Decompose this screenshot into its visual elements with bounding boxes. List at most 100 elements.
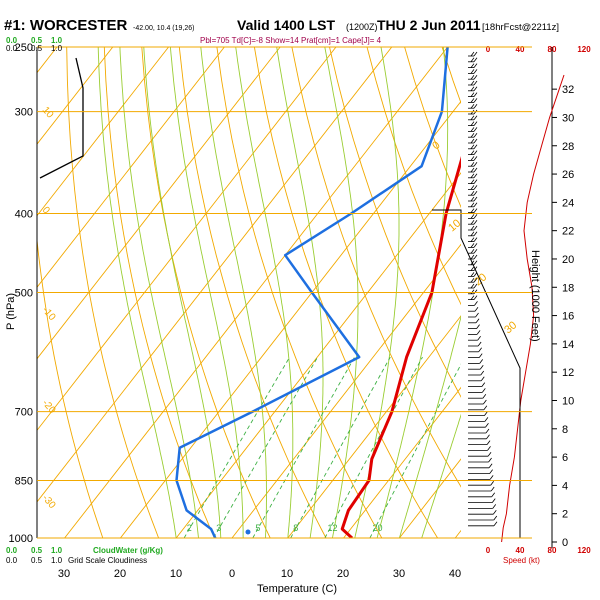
cloud-tick-top-1: 0.5	[31, 36, 43, 45]
wind-barb	[468, 115, 478, 121]
wind-barb	[468, 498, 496, 504]
dry-adiabat-line	[216, 47, 383, 538]
height-tick-label: 20	[562, 254, 574, 266]
wind-barb	[468, 335, 481, 341]
moist-adiabat-line	[235, 47, 294, 538]
height-tick-label: 26	[562, 169, 574, 181]
wind-barb	[468, 440, 491, 446]
surface-dewpoint-dot	[245, 529, 251, 535]
wind-barb	[468, 138, 478, 144]
wind-barb	[468, 272, 478, 277]
dry-adiabat-line	[103, 47, 215, 538]
wind-barb	[468, 370, 485, 376]
cloud-tick-bottom2-0: 0.0	[6, 556, 18, 565]
wind-barb	[468, 86, 478, 92]
speed-tick-top: 120	[577, 45, 591, 54]
wind-barb	[468, 277, 478, 283]
wind-barb	[468, 237, 478, 243]
x-tick-label: 0	[229, 568, 235, 580]
moist-adiabat-line	[119, 47, 199, 538]
speed-tick-bottom: 40	[516, 546, 525, 555]
cloud-tick-bottom-0: 0.0	[6, 546, 18, 555]
wind-barb	[468, 295, 478, 301]
dry-adiabat-line	[291, 47, 461, 488]
stability-indices: Pbl=705 Td[C]=-8 Show=14 Prat[cm]=1 Cape…	[200, 36, 382, 45]
isotherm-line	[37, 47, 169, 217]
wind-barb	[468, 69, 478, 74]
x-tick-label: 10	[170, 568, 182, 580]
cloud-tick-bottom2-2: 1.0	[51, 556, 63, 565]
wind-barb	[468, 457, 492, 463]
wind-barb	[468, 492, 496, 498]
height-tick-label: 14	[562, 339, 574, 351]
wind-barb	[468, 359, 484, 364]
cloud-tick-top-2: 1.0	[51, 36, 63, 45]
height-tick-label: 22	[562, 226, 574, 238]
wind-barb	[468, 480, 494, 486]
wind-barb	[468, 173, 478, 179]
mixing-ratio-line	[290, 356, 391, 538]
y-tick-label: 250	[15, 42, 33, 54]
wind-barb	[468, 417, 489, 422]
wind-barb	[468, 475, 494, 480]
wind-barb	[468, 504, 497, 509]
isotherm-line	[37, 47, 114, 145]
cloud-tick-top2-0: 0.0	[6, 44, 18, 53]
moist-adiabat-line	[324, 47, 359, 538]
height-tick-label: 30	[562, 112, 574, 124]
wind-barb	[468, 179, 478, 185]
mixing-ratio-label: 12	[327, 523, 337, 533]
cloudiness-label: Grid Scale Cloudiness	[68, 556, 147, 565]
wind-barb	[468, 301, 478, 306]
wind-barb	[468, 190, 478, 196]
speed-tick-top: 0	[486, 45, 491, 54]
height-tick-label: 4	[562, 480, 568, 492]
utc-time: (1200Z)	[346, 22, 378, 32]
isotherm-line	[343, 386, 461, 538]
moist-adiabat-line	[200, 47, 267, 538]
panel-boundary-line	[432, 209, 521, 538]
cloud-tick-bottom-1: 0.5	[31, 546, 43, 555]
cloud-tick-bottom-2: 1.0	[51, 546, 63, 555]
wind-barb	[468, 324, 480, 330]
height-tick-label: 16	[562, 311, 574, 323]
background-grid	[37, 47, 461, 538]
x-tick-label: 10	[281, 568, 293, 580]
wind-barb	[468, 364, 484, 370]
dry-adiabat-line	[253, 47, 438, 538]
moist-adiabat-line	[169, 47, 244, 538]
dry-adiabat-line	[37, 236, 104, 538]
wind-barb	[468, 405, 488, 411]
wind-barb	[468, 509, 497, 515]
y-axis-label: P (hPa)	[5, 293, 17, 330]
mixing-ratio-label: 5	[255, 523, 260, 533]
wind-barb	[468, 306, 479, 312]
wind-barb	[468, 208, 478, 214]
dry-adiabat-line	[178, 47, 327, 538]
wind-barb	[468, 353, 483, 359]
height-tick-label: 6	[562, 452, 568, 464]
mixing-ratio-line	[252, 356, 355, 538]
wind-barb	[468, 150, 478, 156]
cloud-water-label: CloudWater (g/Kg)	[93, 546, 163, 555]
height-tick-label: 8	[562, 424, 568, 436]
y-tick-label: 300	[15, 107, 33, 119]
height-tick-label: 10	[562, 395, 574, 407]
dry-adiabat-line	[141, 47, 271, 538]
isotherm-label: 0	[40, 205, 52, 217]
mixing-ratio-label: 20	[373, 523, 383, 533]
dry-adiabat-line	[66, 47, 160, 538]
wind-barb	[468, 80, 478, 86]
forecast-hour: [18hrFcst@2211z]	[482, 22, 559, 33]
wind-barb	[468, 132, 478, 138]
wind-barb	[468, 388, 486, 393]
wind-barb	[468, 260, 478, 266]
mixing-ratio-label: 2	[187, 523, 192, 533]
x-tick-label: 20	[337, 568, 349, 580]
wind-barb	[468, 92, 478, 97]
mixing-ratio-line	[183, 356, 291, 538]
wind-barb	[468, 196, 478, 202]
